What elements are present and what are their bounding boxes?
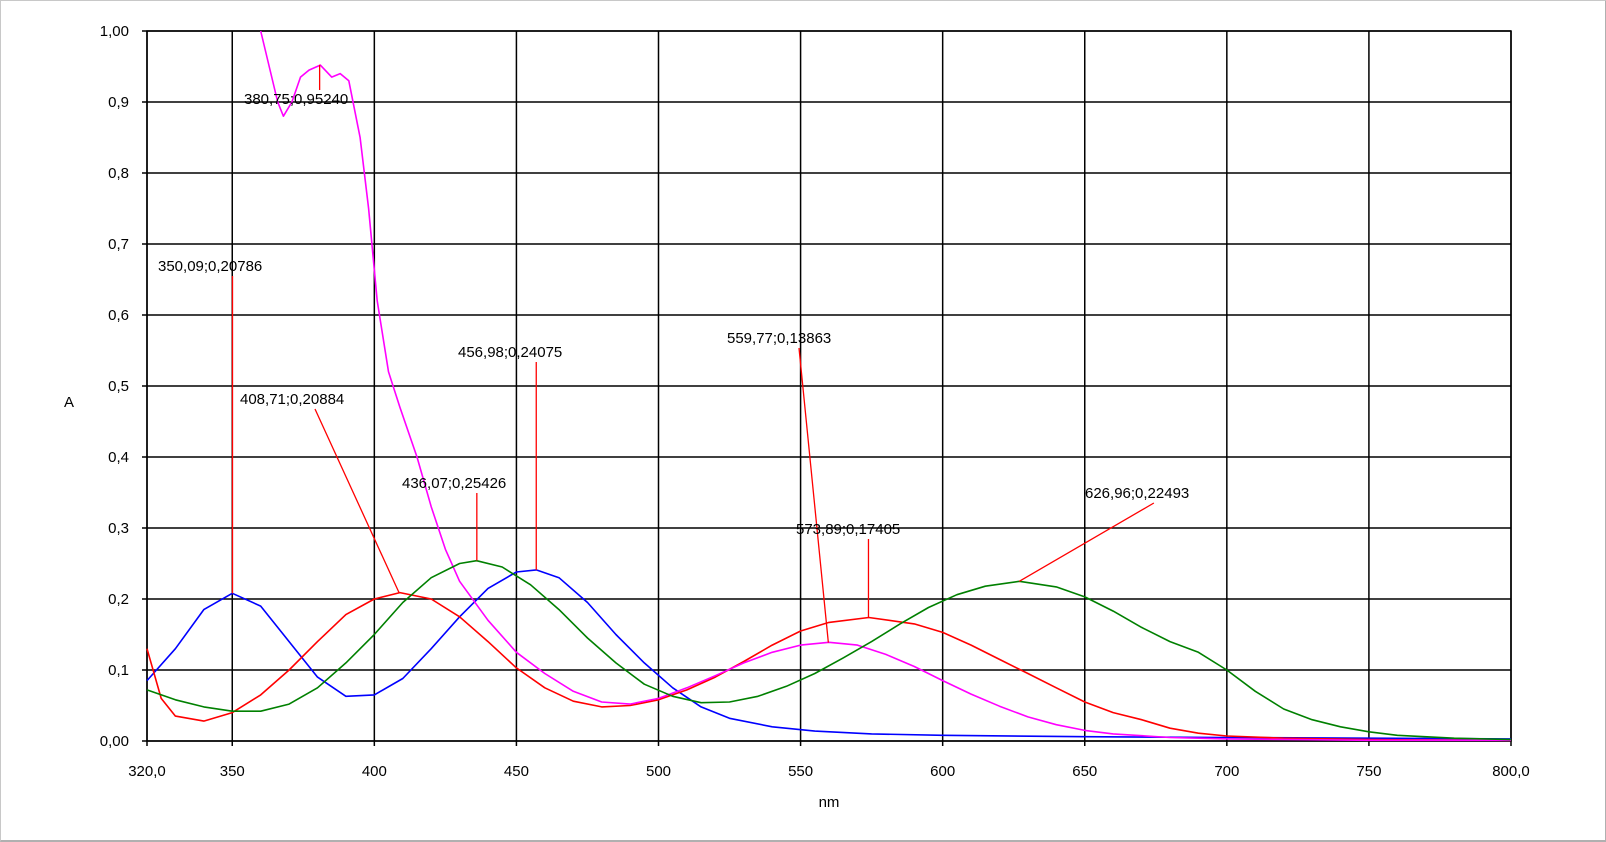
peak-annotation-label: 626,96;0,22493 <box>1085 485 1189 502</box>
series-line-2 <box>146 591 1512 742</box>
y-tick-label: 0,00 <box>100 733 129 750</box>
peak-annotation-label: 408,71;0,20884 <box>240 391 344 408</box>
y-tick-label: 0,7 <box>108 236 129 253</box>
x-tick-label: 500 <box>646 763 671 780</box>
peak-annotation-leader <box>314 408 400 593</box>
series-lines <box>146 30 1512 742</box>
y-tick-label: 0,2 <box>108 591 129 608</box>
tick-labels: 320,0 350 400 450 500 550 600 650 700 750 800,0 0,0… <box>100 23 1530 780</box>
peak-annotation-label: 456,98;0,24075 <box>458 344 562 361</box>
x-tick-label: 650 <box>1072 763 1097 780</box>
x-tick-label: 700 <box>1214 763 1239 780</box>
grid <box>142 30 1512 746</box>
y-tick-label: 1,00 <box>100 23 129 40</box>
peak-annotation-leader <box>798 347 829 643</box>
x-axis-label: nm <box>819 794 840 811</box>
peak-annotation-label: 350,09;0,20786 <box>158 258 262 275</box>
y-tick-label: 0,8 <box>108 165 129 182</box>
y-axis-label: A <box>64 394 74 411</box>
series-line-4 <box>146 559 1512 741</box>
peak-annotation-leader <box>1018 502 1155 582</box>
x-tick-label: 750 <box>1356 763 1381 780</box>
annotations: 380,75;0,95240 350,09;0,20786 456,98;0,240… <box>158 64 1189 643</box>
y-tick-label: 0,3 <box>108 520 129 537</box>
x-tick-label: 400 <box>362 763 387 780</box>
series-line-1 <box>146 569 1512 740</box>
series-line-3 <box>259 30 1511 742</box>
x-tick-label: 800,0 <box>1492 763 1530 780</box>
x-tick-label: 320,0 <box>128 763 166 780</box>
y-tick-label: 0,5 <box>108 378 129 395</box>
x-tick-label: 550 <box>788 763 813 780</box>
y-tick-label: 0,4 <box>108 449 129 466</box>
peak-annotation-label: 380,75;0,95240 <box>244 91 348 108</box>
y-tick-label: 0,1 <box>108 662 129 679</box>
y-tick-label: 0,9 <box>108 94 129 111</box>
x-tick-label: 350 <box>220 763 245 780</box>
peak-annotation-label: 559,77;0,13863 <box>727 330 831 347</box>
x-tick-label: 600 <box>930 763 955 780</box>
peak-annotation-label: 573,89;0,17405 <box>796 521 900 538</box>
x-tick-label: 450 <box>504 763 529 780</box>
peak-annotation-label: 436,07;0,25426 <box>402 475 506 492</box>
y-tick-label: 0,6 <box>108 307 129 324</box>
